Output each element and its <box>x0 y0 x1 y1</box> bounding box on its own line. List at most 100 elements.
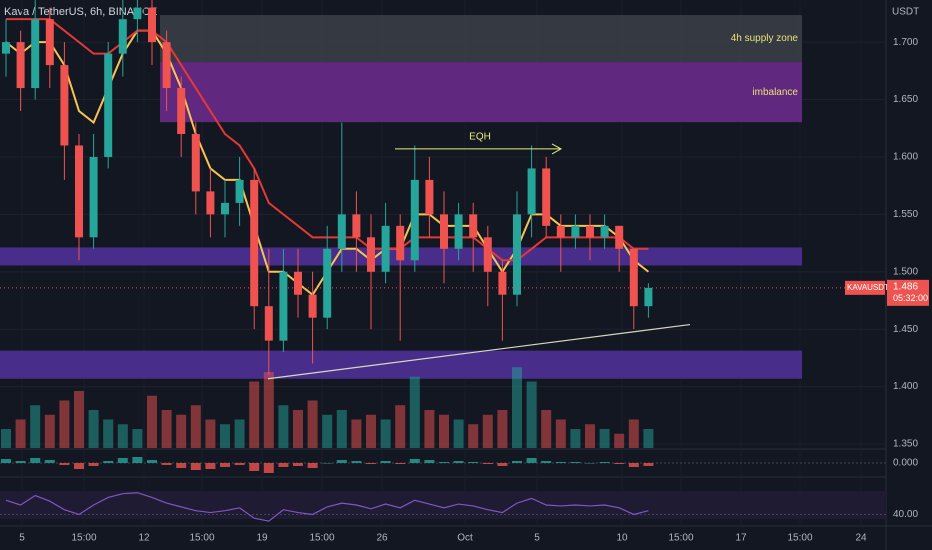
candle-body <box>2 42 10 54</box>
x-tick-label: 24 <box>855 533 867 544</box>
candle-body <box>483 237 492 272</box>
x-tick-label: 15:00 <box>787 533 812 544</box>
y-tick-label: 40.00 <box>893 509 918 520</box>
volume-bar <box>59 400 70 448</box>
candle-body <box>177 88 186 134</box>
last-price-label: 1.486 <box>893 281 918 292</box>
volume-bar <box>512 367 522 448</box>
volume-bar <box>409 376 420 448</box>
x-tick-label: 5 <box>19 533 25 544</box>
volume-bar <box>468 424 479 448</box>
zone <box>0 350 802 379</box>
volume-bar <box>585 424 595 448</box>
rsi-line <box>5 492 649 522</box>
macd-bar <box>30 458 41 463</box>
zone-label: imbalance <box>752 87 798 98</box>
macd-bar <box>161 463 172 465</box>
y-tick-label: 1.450 <box>893 324 918 335</box>
candle-body <box>527 168 536 215</box>
macd-bar <box>74 463 84 469</box>
macd-bar <box>366 463 376 464</box>
macd-bar <box>293 463 303 466</box>
macd-bar <box>220 463 230 467</box>
volume-bar <box>482 414 493 448</box>
volume-bar <box>395 405 406 448</box>
y-tick-label: 1.600 <box>893 152 918 163</box>
volume-bar <box>263 372 274 448</box>
chart-title: Kava / TetherUS, 6h, BINANCE <box>4 6 157 18</box>
candle-body <box>279 271 288 341</box>
volume-bar <box>88 410 99 448</box>
candle-body <box>396 225 405 261</box>
candle-body <box>454 214 463 249</box>
macd-bar <box>147 460 157 463</box>
volume-bar <box>497 410 508 448</box>
x-tick-label: 26 <box>376 533 388 544</box>
macd-bar <box>585 463 595 464</box>
candle-body <box>352 214 361 238</box>
macd-bar <box>453 461 464 463</box>
macd-bar <box>103 461 114 463</box>
volume-bar <box>366 414 376 448</box>
zone-label: 4h supply zone <box>731 33 799 44</box>
volume-bar <box>614 433 625 448</box>
macd-bar <box>88 463 99 466</box>
y-tick-label: 1.500 <box>893 266 918 277</box>
countdown-label: 05:32:00 <box>893 293 928 303</box>
macd-bar <box>643 463 654 466</box>
macd-bar <box>176 463 187 468</box>
volume-bar <box>15 419 26 448</box>
y-tick-label: 1.700 <box>893 37 918 48</box>
volume-bar <box>424 410 435 448</box>
candle-body <box>469 214 478 238</box>
candle-body <box>191 133 200 192</box>
macd-bar <box>541 461 552 463</box>
volume-bar <box>336 410 347 448</box>
volume-bar <box>220 424 230 448</box>
y-tick-label: 0.000 <box>893 458 918 469</box>
y-tick-label: 1.400 <box>893 381 918 392</box>
volume-bar <box>234 419 245 448</box>
volume-bar <box>190 405 201 448</box>
candle-body <box>440 214 448 249</box>
macd-bar <box>249 463 260 471</box>
volume-bar <box>147 395 157 448</box>
candle-body <box>294 271 302 295</box>
macd-bar <box>395 463 406 464</box>
macd-bar <box>439 462 449 463</box>
price-badge <box>887 279 929 306</box>
candle-body <box>235 179 244 203</box>
x-tick-label: 10 <box>616 533 628 544</box>
candle-body <box>221 202 229 215</box>
candle-body <box>629 248 638 307</box>
candle-body <box>615 225 624 249</box>
candle-body <box>410 179 419 261</box>
eqh-arrowhead <box>551 143 563 155</box>
macd-bar <box>482 463 493 464</box>
x-tick-label: 15:00 <box>71 533 96 544</box>
trendline <box>267 323 691 380</box>
candle-body <box>133 7 142 20</box>
volume-bar <box>351 419 362 448</box>
candle-body <box>89 156 98 238</box>
macd-bar <box>409 459 420 463</box>
axis-unit: USDT <box>892 7 919 18</box>
macd-bar <box>1 459 11 463</box>
x-tick-label: 17 <box>735 533 747 544</box>
candle-body <box>381 225 390 272</box>
candle-body <box>45 19 54 66</box>
zone <box>160 15 802 63</box>
candle-body <box>308 294 317 318</box>
macd-bar <box>512 461 522 463</box>
zone <box>160 62 802 123</box>
symbol-label: KAVAUSDT <box>847 283 889 292</box>
macd-bar <box>59 463 70 465</box>
macd-bar <box>307 463 318 468</box>
macd-bar <box>205 463 216 469</box>
candle-body <box>75 145 83 238</box>
y-tick-label: 1.650 <box>893 94 918 105</box>
candle-body <box>600 225 609 238</box>
macd-bar <box>526 458 537 463</box>
macd-bar <box>278 463 289 467</box>
volume-bar <box>1 429 11 448</box>
